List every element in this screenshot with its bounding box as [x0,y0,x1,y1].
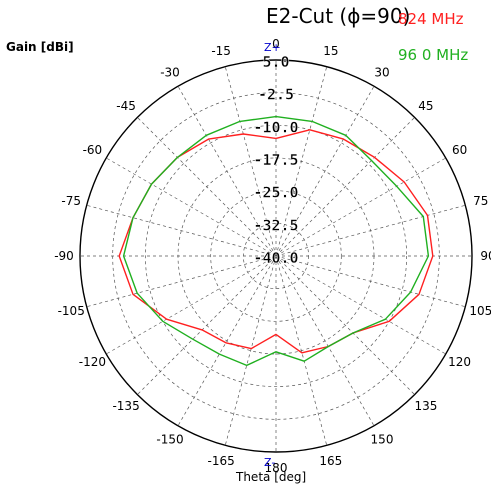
angle-tick-label-10: 150 [371,433,394,447]
grid-spoke-14 [177,255,277,426]
grid-spoke-17 [86,255,277,308]
radial-tick-label-3: -17.5 [253,151,298,169]
angle-tick-label-15: -135 [112,399,139,413]
grid-spoke-5 [275,204,466,257]
angle-tick-label-13: -165 [208,454,235,468]
series-line-1 [122,115,430,367]
grid-spoke-3 [275,117,415,257]
angle-tick-label-22: -30 [160,65,180,79]
grid-spoke-4 [275,157,446,257]
grid-spoke-20 [106,157,277,257]
radial-tick-label-6: -40.0 [253,249,298,267]
grid-spoke-9 [275,255,415,395]
outer-ring [79,59,473,453]
angle-tick-label-18: -90 [54,249,74,263]
angle-tick-label-1: 15 [323,44,338,58]
z-minus-label: Z- [264,456,276,469]
radial-tick-label-4: -25.0 [253,184,298,202]
radial-tick-label-1: -2.5 [258,86,294,104]
angle-tick-label-2: 30 [374,65,389,79]
angular-axis-label: Theta [deg] [236,470,307,484]
grid-spoke-15 [137,255,277,395]
grid-spoke-13 [224,255,277,446]
angle-tick-label-12: 180 [265,461,288,475]
grid-spoke-11 [275,255,328,446]
angle-tick-label-20: -60 [83,143,103,157]
angle-tick-label-8: 120 [448,355,471,369]
grid-spoke-10 [275,255,375,426]
angle-tick-label-14: -150 [156,433,183,447]
radial-axis-label: Gain [dBi] [6,40,74,54]
grid-spoke-16 [106,255,277,355]
angle-tick-label-3: 45 [418,99,433,113]
angle-tick-label-0: 0 [272,37,280,51]
legend-960-mhz: 96 0 MHz [398,46,469,64]
grid-spoke-8 [275,255,446,355]
angle-tick-label-23: -15 [211,44,231,58]
grid-spoke-21 [137,117,277,257]
grid-ring-4 [210,190,342,322]
radial-tick-label-2: -10.0 [253,118,298,136]
angle-tick-label-21: -45 [116,99,136,113]
angle-tick-label-9: 135 [414,399,437,413]
grid-spoke-2 [275,86,375,257]
tick-layer: 0 15 30 45 60 75 90 105 120 135 150 165 180 -165 -150 -… [54,37,491,475]
grid-ring-2 [144,124,408,388]
series-layer [118,115,434,367]
angle-tick-label-17: -105 [58,304,85,318]
grid-spoke-1 [275,66,328,257]
angle-tick-label-6: 90 [480,249,491,263]
legend-824-mhz: 824 MHz [398,10,464,28]
angle-tick-label-7: 105 [469,304,491,318]
angle-tick-label-16: -120 [79,355,106,369]
grid-spoke-23 [224,66,277,257]
grid-spoke-22 [177,86,277,257]
angle-tick-label-11: 165 [319,454,342,468]
polar-grid [79,59,473,453]
angle-tick-label-19: -75 [61,194,81,208]
angle-tick-label-4: 60 [452,143,467,157]
z-plus-label: Z+ [264,41,281,54]
radial-tick-label-5: -32.5 [253,216,298,234]
angle-tick-label-5: 75 [473,194,488,208]
grid-spoke-7 [275,255,466,308]
radial-tick-label-0: 5.0 [262,53,289,71]
chart-title: E2-Cut (ϕ=90) [266,4,411,28]
grid-spoke-19 [86,204,277,257]
